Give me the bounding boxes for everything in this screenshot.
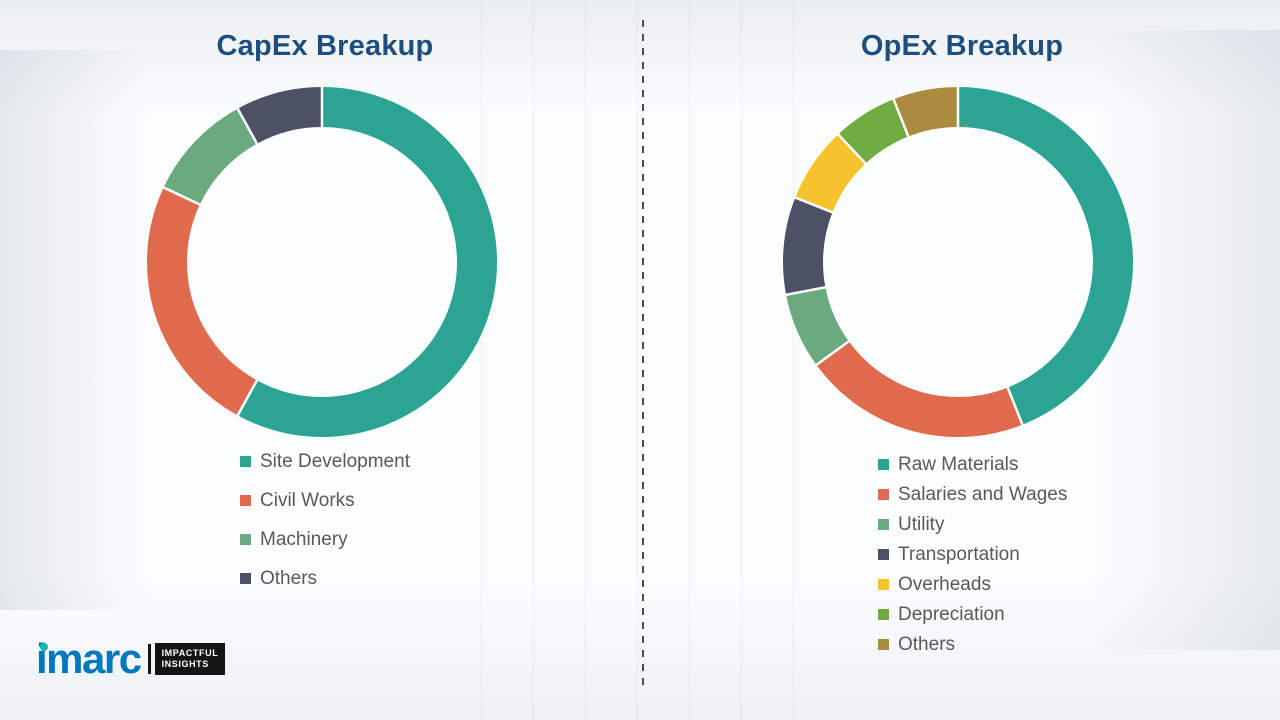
donut-segment [783, 87, 1133, 437]
imarc-logo-text: imarc [36, 635, 142, 682]
donut-segment [783, 87, 1133, 437]
logo-separator [147, 644, 151, 674]
segment-gap [814, 339, 851, 367]
segment-gap [784, 285, 827, 297]
legend-label: Site Development [260, 451, 410, 472]
segment-gap [836, 132, 868, 166]
legend-marker [878, 639, 889, 650]
legend-marker [878, 549, 889, 560]
legend-item: Others [878, 633, 1067, 656]
legend-marker [878, 489, 889, 500]
logo-tagline: IMPACTFUL INSIGHTS [154, 642, 226, 676]
legend-item: Salaries and Wages [878, 483, 1067, 506]
legend-marker [240, 495, 251, 506]
background-left-shade [0, 50, 150, 610]
legend-label: Civil Works [260, 490, 355, 511]
legend-label: Others [260, 568, 318, 589]
legend-label: Utility [898, 514, 945, 535]
legend-item: Machinery [240, 528, 410, 551]
capex-legend: Site Development Civil Works Machinery O… [240, 450, 410, 606]
opex-donut-chart [783, 86, 1133, 437]
legend-item: Civil Works [240, 489, 410, 512]
legend-marker [878, 519, 889, 530]
donut-svg [783, 86, 1133, 437]
legend-item: Depreciation [878, 603, 1067, 626]
donut-svg [147, 86, 497, 437]
legend-item: Transportation [878, 543, 1067, 566]
logo-tagline-line1: IMPACTFUL [161, 647, 219, 658]
legend-item: Others [240, 567, 410, 590]
legend-marker [878, 459, 889, 470]
segment-gap [236, 107, 259, 146]
vertical-dashed-divider [642, 20, 644, 688]
legend-label: Transportation [898, 544, 1020, 565]
legend-marker [240, 573, 251, 584]
legend-label: Others [898, 634, 956, 655]
legend-label: Depreciation [898, 604, 1005, 625]
opex-legend: Raw Materials Salaries and Wages Utility… [878, 453, 1067, 663]
legend-item: Site Development [240, 450, 410, 473]
background-texture [480, 0, 810, 720]
background-right-shade [1090, 30, 1280, 650]
segment-gap [162, 185, 202, 207]
opex-title: OpEx Breakup [860, 30, 1064, 62]
segment-gap [1006, 386, 1024, 427]
logo-tagline-line2: INSIGHTS [161, 659, 209, 669]
imarc-logo: imarc IMPACTFUL INSIGHTS [36, 635, 226, 682]
legend-item: Overheads [878, 573, 1067, 596]
segment-gap [892, 97, 910, 138]
donut-segment [147, 87, 497, 437]
legend-item: Raw Materials [878, 453, 1067, 476]
legend-marker [878, 609, 889, 620]
segment-gap [793, 196, 834, 214]
legend-label: Salaries and Wages [898, 484, 1068, 505]
segment-gap [236, 378, 259, 417]
legend-marker [878, 579, 889, 590]
legend-marker [240, 456, 251, 467]
legend-label: Overheads [898, 574, 991, 595]
legend-label: Raw Materials [898, 454, 1019, 475]
capex-donut-chart [147, 86, 497, 437]
logo-teal-dot-icon [40, 643, 48, 651]
legend-marker [240, 534, 251, 545]
capex-title: CapEx Breakup [216, 30, 434, 62]
legend-label: Machinery [260, 529, 348, 550]
legend-item: Utility [878, 513, 1067, 536]
